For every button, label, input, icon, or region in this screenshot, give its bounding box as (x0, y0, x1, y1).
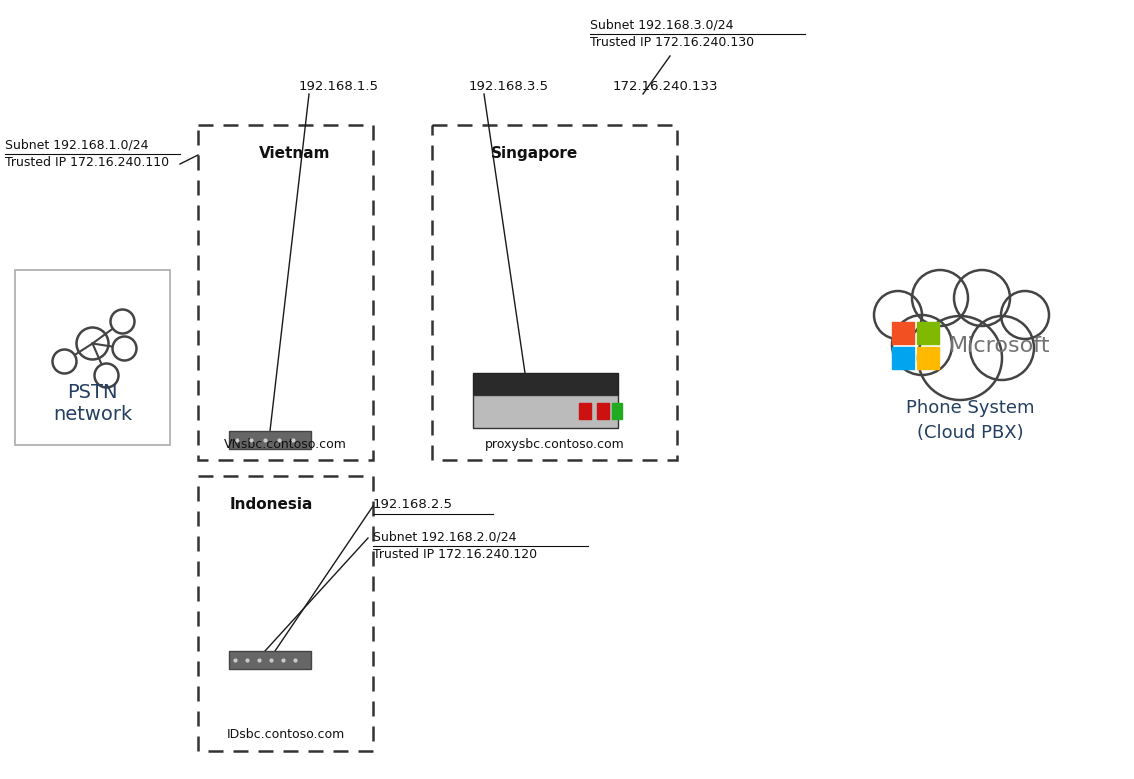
Text: Trusted IP 172.16.240.120: Trusted IP 172.16.240.120 (373, 548, 538, 561)
Text: 172.16.240.133: 172.16.240.133 (613, 80, 719, 93)
Circle shape (892, 315, 953, 375)
Bar (198, 125, 373, 460)
Circle shape (112, 337, 136, 361)
Text: Vietnam: Vietnam (259, 146, 330, 160)
Bar (917, 322, 939, 344)
Bar (892, 347, 914, 369)
Circle shape (912, 270, 968, 326)
Text: IDsbc.contoso.com: IDsbc.contoso.com (227, 728, 345, 742)
Bar (473, 395, 618, 428)
Text: 192.168.3.5: 192.168.3.5 (469, 80, 549, 93)
Text: proxysbc.contoso.com: proxysbc.contoso.com (484, 438, 625, 450)
Text: PSTN
network: PSTN network (53, 382, 133, 424)
Text: Singapore: Singapore (491, 146, 578, 160)
Text: Indonesia: Indonesia (230, 496, 313, 512)
Circle shape (954, 270, 1010, 326)
Text: Trusted IP 172.16.240.110: Trusted IP 172.16.240.110 (5, 156, 169, 169)
Bar (612, 403, 623, 419)
Circle shape (76, 327, 109, 359)
Text: Subnet 192.168.1.0/24: Subnet 192.168.1.0/24 (5, 138, 149, 151)
Bar (473, 373, 618, 395)
Circle shape (970, 316, 1034, 380)
Circle shape (110, 309, 135, 333)
Bar (15, 270, 170, 445)
Bar (198, 476, 373, 751)
Circle shape (1001, 291, 1049, 339)
Circle shape (874, 291, 922, 339)
Text: Trusted IP 172.16.240.130: Trusted IP 172.16.240.130 (590, 36, 754, 49)
Bar (229, 431, 311, 449)
Bar (875, 272, 1047, 398)
Text: 192.168.1.5: 192.168.1.5 (299, 80, 379, 93)
Bar (917, 347, 939, 369)
Text: Phone System
(Cloud PBX): Phone System (Cloud PBX) (906, 399, 1034, 442)
Circle shape (52, 350, 76, 373)
Bar (596, 403, 609, 419)
Bar (892, 322, 914, 344)
Circle shape (94, 364, 118, 387)
Text: Subnet 192.168.3.0/24: Subnet 192.168.3.0/24 (590, 18, 734, 31)
Text: Microsoft: Microsoft (949, 336, 1050, 355)
Text: Subnet 192.168.2.0/24: Subnet 192.168.2.0/24 (373, 530, 516, 543)
Text: 192.168.2.5: 192.168.2.5 (373, 498, 452, 511)
Bar (579, 403, 591, 419)
Bar (229, 651, 311, 669)
Text: VNsbc.contoso.com: VNsbc.contoso.com (225, 438, 347, 450)
Circle shape (919, 316, 1002, 400)
Bar (432, 125, 677, 460)
